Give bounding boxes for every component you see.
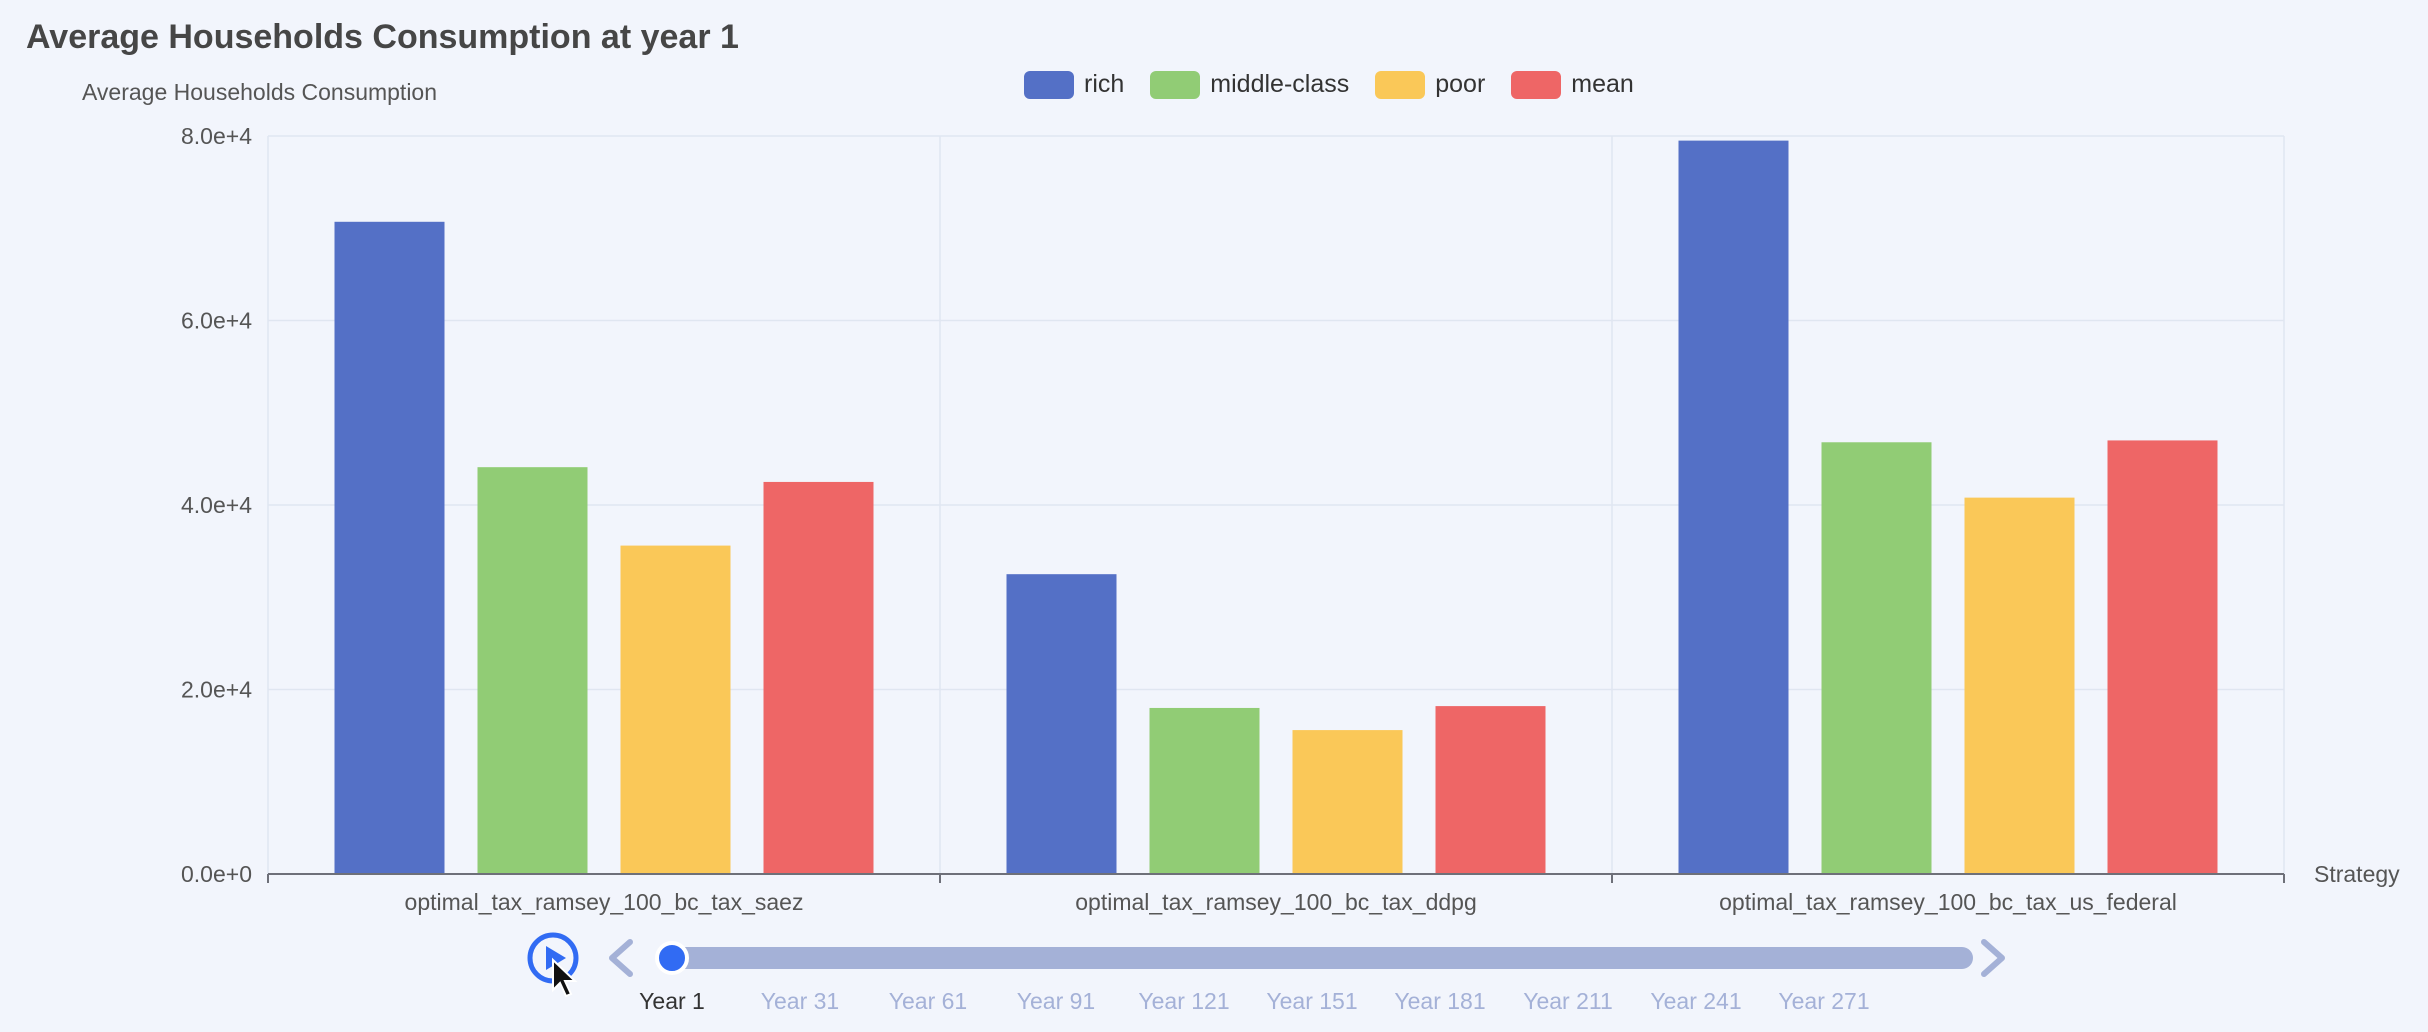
bar-middle-class-0[interactable] bbox=[477, 467, 588, 874]
legend-item-middle-class[interactable]: middle-class bbox=[1150, 70, 1349, 99]
timeline-label[interactable]: Year 121 bbox=[1138, 988, 1229, 1014]
y-tick-label: 0.0e+0 bbox=[181, 861, 252, 887]
bar-rich-0[interactable] bbox=[334, 221, 445, 875]
chevron-left-icon[interactable] bbox=[609, 939, 633, 977]
bar-poor-2[interactable] bbox=[1964, 497, 2075, 874]
bar-mean-2[interactable] bbox=[2107, 440, 2218, 874]
x-tick-label: optimal_tax_ramsey_100_bc_tax_saez bbox=[405, 889, 804, 915]
y-axis-label: Average Households Consumption bbox=[82, 79, 437, 105]
x-axis-label: Strategy bbox=[2314, 861, 2400, 887]
timeline-label[interactable]: Year 31 bbox=[761, 988, 839, 1014]
y-tick-label: 2.0e+4 bbox=[181, 677, 252, 703]
bar-mean-0[interactable] bbox=[763, 481, 874, 874]
bar-rich-1[interactable] bbox=[1006, 574, 1117, 874]
grid-layer bbox=[267, 135, 2285, 874]
y-tick-label: 6.0e+4 bbox=[181, 308, 252, 334]
bars-layer bbox=[334, 140, 2218, 875]
legend-label: mean bbox=[1571, 70, 1634, 98]
timeline-label[interactable]: Year 91 bbox=[1017, 988, 1095, 1014]
timeline-label[interactable]: Year 61 bbox=[889, 988, 967, 1014]
timeline-label[interactable]: Year 241 bbox=[1650, 988, 1741, 1014]
bar-middle-class-2[interactable] bbox=[1821, 442, 1932, 874]
y-tick-label: 4.0e+4 bbox=[181, 492, 252, 518]
bar-middle-class-1[interactable] bbox=[1149, 707, 1260, 874]
legend-item-poor[interactable]: poor bbox=[1375, 70, 1485, 99]
legend-label: poor bbox=[1435, 70, 1486, 98]
timeline-label[interactable]: Year 1 bbox=[639, 988, 705, 1014]
chart-title: Average Households Consumption at year 1 bbox=[26, 18, 739, 56]
legend-swatch bbox=[1511, 70, 1562, 99]
timeline-label[interactable]: Year 271 bbox=[1778, 988, 1869, 1014]
axis-layer: Average Households Consumption 0.0e+0 2.0e… bbox=[82, 79, 2400, 915]
legend-item-rich[interactable]: rich bbox=[1024, 70, 1124, 99]
bar-rich-2[interactable] bbox=[1678, 140, 1789, 875]
timeline-label[interactable]: Year 151 bbox=[1266, 988, 1357, 1014]
legend-swatch bbox=[1150, 70, 1201, 99]
timeline-layer: Year 1 Year 31 Year 61 Year 91 Year 121 Year … bbox=[527, 932, 2005, 1014]
chevron-right-icon[interactable] bbox=[1981, 939, 2005, 977]
bar-mean-1[interactable] bbox=[1435, 706, 1546, 874]
timeline-handle[interactable] bbox=[655, 941, 689, 975]
legend: rich middle-class poor mean bbox=[1024, 70, 1634, 99]
x-tick-label: optimal_tax_ramsey_100_bc_tax_us_federal bbox=[1719, 889, 2177, 915]
legend-label: middle-class bbox=[1210, 70, 1350, 98]
timeline-label[interactable]: Year 181 bbox=[1394, 988, 1485, 1014]
bar-poor-0[interactable] bbox=[620, 545, 731, 874]
bar-poor-1[interactable] bbox=[1292, 730, 1403, 874]
y-tick-label: 8.0e+4 bbox=[181, 123, 252, 149]
legend-item-mean[interactable]: mean bbox=[1511, 70, 1634, 99]
legend-swatch bbox=[1375, 70, 1426, 99]
legend-swatch bbox=[1024, 70, 1074, 99]
x-tick-label: optimal_tax_ramsey_100_bc_tax_ddpg bbox=[1075, 889, 1477, 915]
play-icon bbox=[546, 946, 566, 970]
mouse-cursor-icon bbox=[552, 957, 578, 998]
legend-label: rich bbox=[1084, 70, 1125, 98]
timeline-label[interactable]: Year 211 bbox=[1523, 988, 1613, 1014]
